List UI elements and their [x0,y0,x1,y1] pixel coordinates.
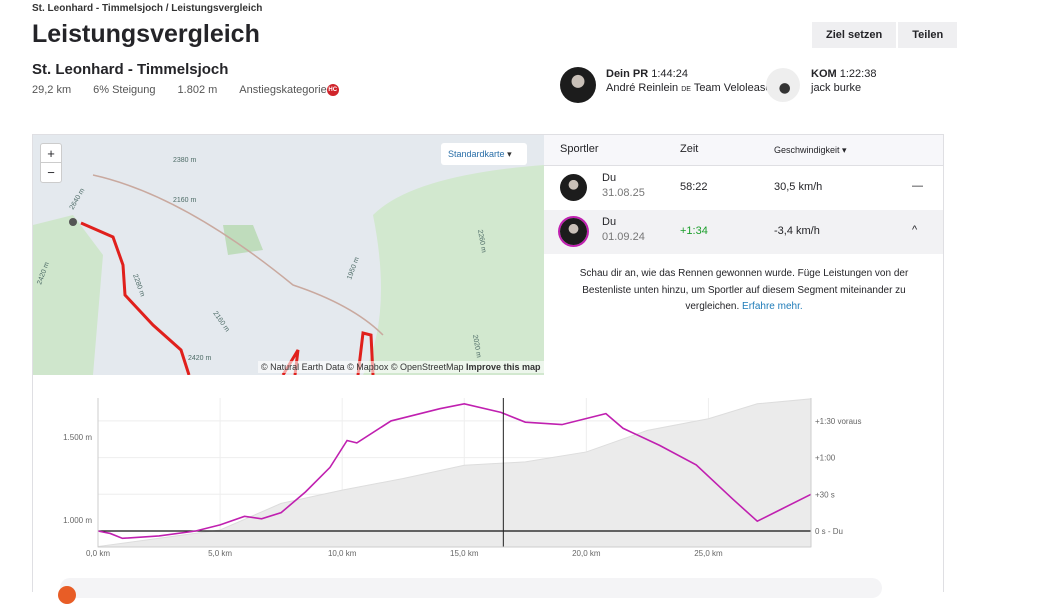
segment-distance: 29,2 km [32,84,72,97]
pr-info: Dein PR 1:44:24 André Reinlein DE Team V… [606,67,771,97]
svg-text:2160 m: 2160 m [173,197,197,204]
leaderboard-table: Sportler Zeit Geschwindigkeit ▾ Du 31.08… [544,135,943,254]
pr-country: DE [681,86,691,93]
breadcrumb[interactable]: St. Leonhard - Timmelsjoch / Leistungsve… [32,3,263,14]
effort-time-diff: +1:34 [680,225,708,237]
x-tick-label: 25,0 km [694,549,723,558]
x-tick-label: 15,0 km [450,549,479,558]
map-style-dropdown[interactable]: Standardkarte ▾ [441,143,527,165]
set-goal-button[interactable]: Ziel setzen [812,22,897,48]
leaderboard-bar [60,578,882,598]
comparison-panel [32,134,944,592]
x-tick-label: 20,0 km [572,549,601,558]
x-tick-label: 5,0 km [208,549,232,558]
effort-date: 31.08.25 [602,187,645,199]
table-row[interactable]: Du 31.08.25 58:22 30,5 km/h — [544,166,943,210]
y-right-tick-label: +1:30 voraus [815,417,861,426]
header-speed: Geschwindigkeit [774,145,840,155]
kom-avatar[interactable] [766,68,800,102]
segment-map[interactable]: 2380 m 2160 m 2280 m 2160 m 2420 m 2420 m … [33,135,544,375]
info-text: Schau dir an, wie das Rennen gewonnen wu… [560,266,928,316]
chevron-up-icon[interactable]: ^ [912,224,918,236]
y-right-tick-label: +1:00 [815,454,836,463]
segment-name[interactable]: St. Leonhard - Timmelsjoch [32,61,229,78]
elevation-chart[interactable]: 0,0 km 5,0 km 10,0 km 15,0 km 20,0 km 25,0 km… [33,350,943,573]
athlete-name: Du [602,172,617,184]
page-title: Leistungsvergleich [32,20,260,48]
zoom-out-button[interactable]: − [47,165,55,180]
effort-speed: 30,5 km/h [774,181,823,193]
athlete-avatar [560,174,587,201]
effort-speed-diff: -3,4 km/h [774,225,820,237]
learn-more-link[interactable]: Erfahre mehr. [742,301,803,312]
pr-athlete[interactable]: André Reinlein [606,82,679,94]
table-row[interactable]: Du 01.09.24 +1:34 -3,4 km/h ^ [544,210,943,254]
improve-map-link[interactable]: Improve this map [466,362,541,372]
segment-elevation: 1.802 m [177,84,218,97]
athlete-badge [58,586,76,604]
caret-down-icon: ▾ [842,145,847,155]
caret-down-icon: ▾ [507,149,512,159]
pr-team: Team Velolease [693,82,772,94]
table-header: Sportler Zeit Geschwindigkeit ▾ [544,135,943,166]
kom-label: KOM [811,68,837,80]
map-style-label: Standardkarte [448,149,505,159]
info-message: Schau dir an, wie das Rennen gewonnen wu… [579,268,909,312]
y-left-tick-label: 1.500 m [63,433,92,442]
zoom-in-button[interactable]: + [41,144,61,163]
map-attribution: © Natural Earth Data © Mapbox © OpenStre… [258,361,544,373]
kom-athlete[interactable]: jack burke [811,82,862,94]
start-marker [69,218,77,226]
chart-svg: 0,0 km 5,0 km 10,0 km 15,0 km 20,0 km 25,0 km… [63,350,861,558]
athlete-avatar [560,218,587,245]
elevation-area [97,398,812,548]
kom-info: KOM 1:22:38 jack burke [811,67,876,95]
header-speed-dropdown[interactable]: Geschwindigkeit ▾ [774,145,847,156]
y-right-tick-label: +30 s [815,490,835,499]
header-athlete: Sportler [560,143,599,155]
pr-avatar[interactable] [560,67,596,103]
attribution-text[interactable]: © Natural Earth Data © Mapbox © OpenStre… [261,362,464,372]
segment-stats: 29,2 km 6% Steigung 1.802 m Anstiegskate… [32,84,339,97]
svg-text:2380 m: 2380 m [173,157,197,164]
kom-time: 1:22:38 [839,68,877,80]
pr-label: Dein PR [606,68,649,80]
effort-time: 58:22 [680,181,708,193]
y-left-tick-label: 1.000 m [63,516,92,525]
segment-grade: 6% Steigung [93,84,156,97]
x-tick-label: 10,0 km [328,549,357,558]
svg-text:2420 m: 2420 m [188,355,212,362]
effort-date: 01.09.24 [602,231,645,243]
y-right-tick-label: 0 s - Du [815,527,843,536]
category-label: Anstiegskategorie [239,84,327,96]
header-time: Zeit [680,143,699,155]
athlete-name: Du [602,216,617,228]
share-button[interactable]: Teilen [898,22,958,48]
route-line [80,221,191,375]
row-dash: — [912,180,923,192]
x-tick-label: 0,0 km [86,549,110,558]
pr-time: 1:44:24 [651,68,688,80]
time-diff-line [97,402,812,540]
svg-text:2020 m: 2020 m [471,334,482,358]
svg-text:2260 m: 2260 m [476,229,487,253]
category-badge: HC [326,84,339,97]
map-zoom-control: + − [40,143,62,183]
